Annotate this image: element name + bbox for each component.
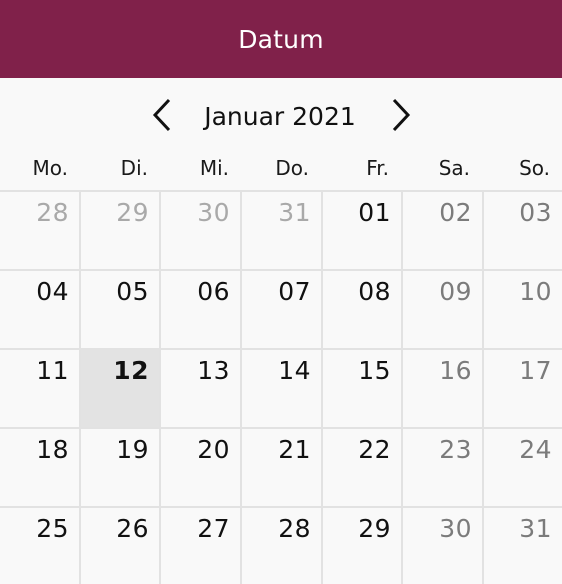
day-cell[interactable]: 01 xyxy=(321,190,401,269)
day-cell[interactable]: 29 xyxy=(321,506,401,584)
day-number: 30 xyxy=(439,514,472,543)
dialog-title: Datum xyxy=(238,24,324,54)
day-number: 24 xyxy=(519,435,552,464)
day-cell[interactable]: 08 xyxy=(321,269,401,348)
day-cell[interactable]: 21 xyxy=(240,427,321,506)
day-number: 10 xyxy=(519,277,552,306)
day-cell[interactable]: 03 xyxy=(482,190,562,269)
day-number: 26 xyxy=(116,514,149,543)
day-cell[interactable]: 24 xyxy=(482,427,562,506)
day-cell[interactable]: 11 xyxy=(0,348,79,427)
day-cell[interactable]: 28 xyxy=(0,190,79,269)
day-number: 22 xyxy=(358,435,391,464)
day-cell[interactable]: 04 xyxy=(0,269,79,348)
day-number: 14 xyxy=(278,356,311,385)
day-number: 12 xyxy=(113,356,149,385)
day-number: 20 xyxy=(197,435,230,464)
day-number: 04 xyxy=(36,277,69,306)
day-number: 06 xyxy=(197,277,230,306)
day-cell[interactable]: 30 xyxy=(159,190,240,269)
chevron-left-icon xyxy=(152,98,171,132)
day-number: 09 xyxy=(439,277,472,306)
day-cell[interactable]: 25 xyxy=(0,506,79,584)
day-cell[interactable]: 30 xyxy=(401,506,482,584)
day-cell[interactable]: 27 xyxy=(159,506,240,584)
day-cell[interactable]: 26 xyxy=(79,506,159,584)
day-number: 21 xyxy=(278,435,311,464)
day-cell-today[interactable]: 12 xyxy=(79,348,159,427)
day-number: 15 xyxy=(358,356,391,385)
day-number: 02 xyxy=(439,198,472,227)
prev-month-button[interactable] xyxy=(148,98,178,132)
weekday-label: Mi. xyxy=(199,156,229,180)
day-number: 31 xyxy=(278,198,311,227)
day-cell[interactable]: 22 xyxy=(321,427,401,506)
day-cell[interactable]: 23 xyxy=(401,427,482,506)
month-year-label: Januar 2021 xyxy=(204,102,356,131)
day-number: 13 xyxy=(197,356,230,385)
day-cell[interactable]: 17 xyxy=(482,348,562,427)
day-number: 28 xyxy=(36,198,69,227)
day-number: 18 xyxy=(36,435,69,464)
dialog-header: Datum xyxy=(0,0,562,78)
day-cell[interactable]: 15 xyxy=(321,348,401,427)
day-cell[interactable]: 14 xyxy=(240,348,321,427)
day-number: 29 xyxy=(116,198,149,227)
day-cell[interactable]: 05 xyxy=(79,269,159,348)
day-cell[interactable]: 31 xyxy=(240,190,321,269)
day-number: 01 xyxy=(358,198,391,227)
day-number: 31 xyxy=(519,514,552,543)
day-cell[interactable]: 07 xyxy=(240,269,321,348)
day-cell[interactable]: 19 xyxy=(79,427,159,506)
weekday-label: So. xyxy=(519,156,550,180)
day-number: 25 xyxy=(36,514,69,543)
day-cell[interactable]: 29 xyxy=(79,190,159,269)
day-number: 30 xyxy=(197,198,230,227)
day-cell[interactable]: 28 xyxy=(240,506,321,584)
day-cell[interactable]: 20 xyxy=(159,427,240,506)
day-number: 05 xyxy=(116,277,149,306)
weekday-label: Di. xyxy=(120,156,148,180)
day-cell[interactable]: 18 xyxy=(0,427,79,506)
chevron-right-icon xyxy=(392,98,411,132)
day-cell[interactable]: 13 xyxy=(159,348,240,427)
weekday-label: Fr. xyxy=(366,156,389,180)
day-number: 08 xyxy=(358,277,391,306)
calendar-grid: 28 29 30 31 01 02 03 04 05 06 07 08 09 10 11 12 13 14 15 16… xyxy=(0,190,562,584)
day-number: 07 xyxy=(278,277,311,306)
day-cell[interactable]: 02 xyxy=(401,190,482,269)
day-cell[interactable]: 16 xyxy=(401,348,482,427)
weekday-label: Mo. xyxy=(32,156,69,180)
day-cell[interactable]: 06 xyxy=(159,269,240,348)
day-number: 16 xyxy=(439,356,472,385)
weekday-label: Sa. xyxy=(438,156,470,180)
day-number: 23 xyxy=(439,435,472,464)
day-number: 27 xyxy=(197,514,230,543)
day-number: 19 xyxy=(116,435,149,464)
month-navigation: Januar 2021 xyxy=(0,78,562,152)
day-cell[interactable]: 31 xyxy=(482,506,562,584)
next-month-button[interactable] xyxy=(385,98,415,132)
day-number: 17 xyxy=(519,356,552,385)
weekday-header-row: Mo. Di. Mi. Do. Fr. Sa. So. xyxy=(0,152,562,190)
day-number: 29 xyxy=(358,514,391,543)
day-cell[interactable]: 10 xyxy=(482,269,562,348)
day-number: 11 xyxy=(36,356,69,385)
day-number: 28 xyxy=(278,514,311,543)
day-number: 03 xyxy=(519,198,552,227)
day-cell[interactable]: 09 xyxy=(401,269,482,348)
weekday-label: Do. xyxy=(275,156,309,180)
